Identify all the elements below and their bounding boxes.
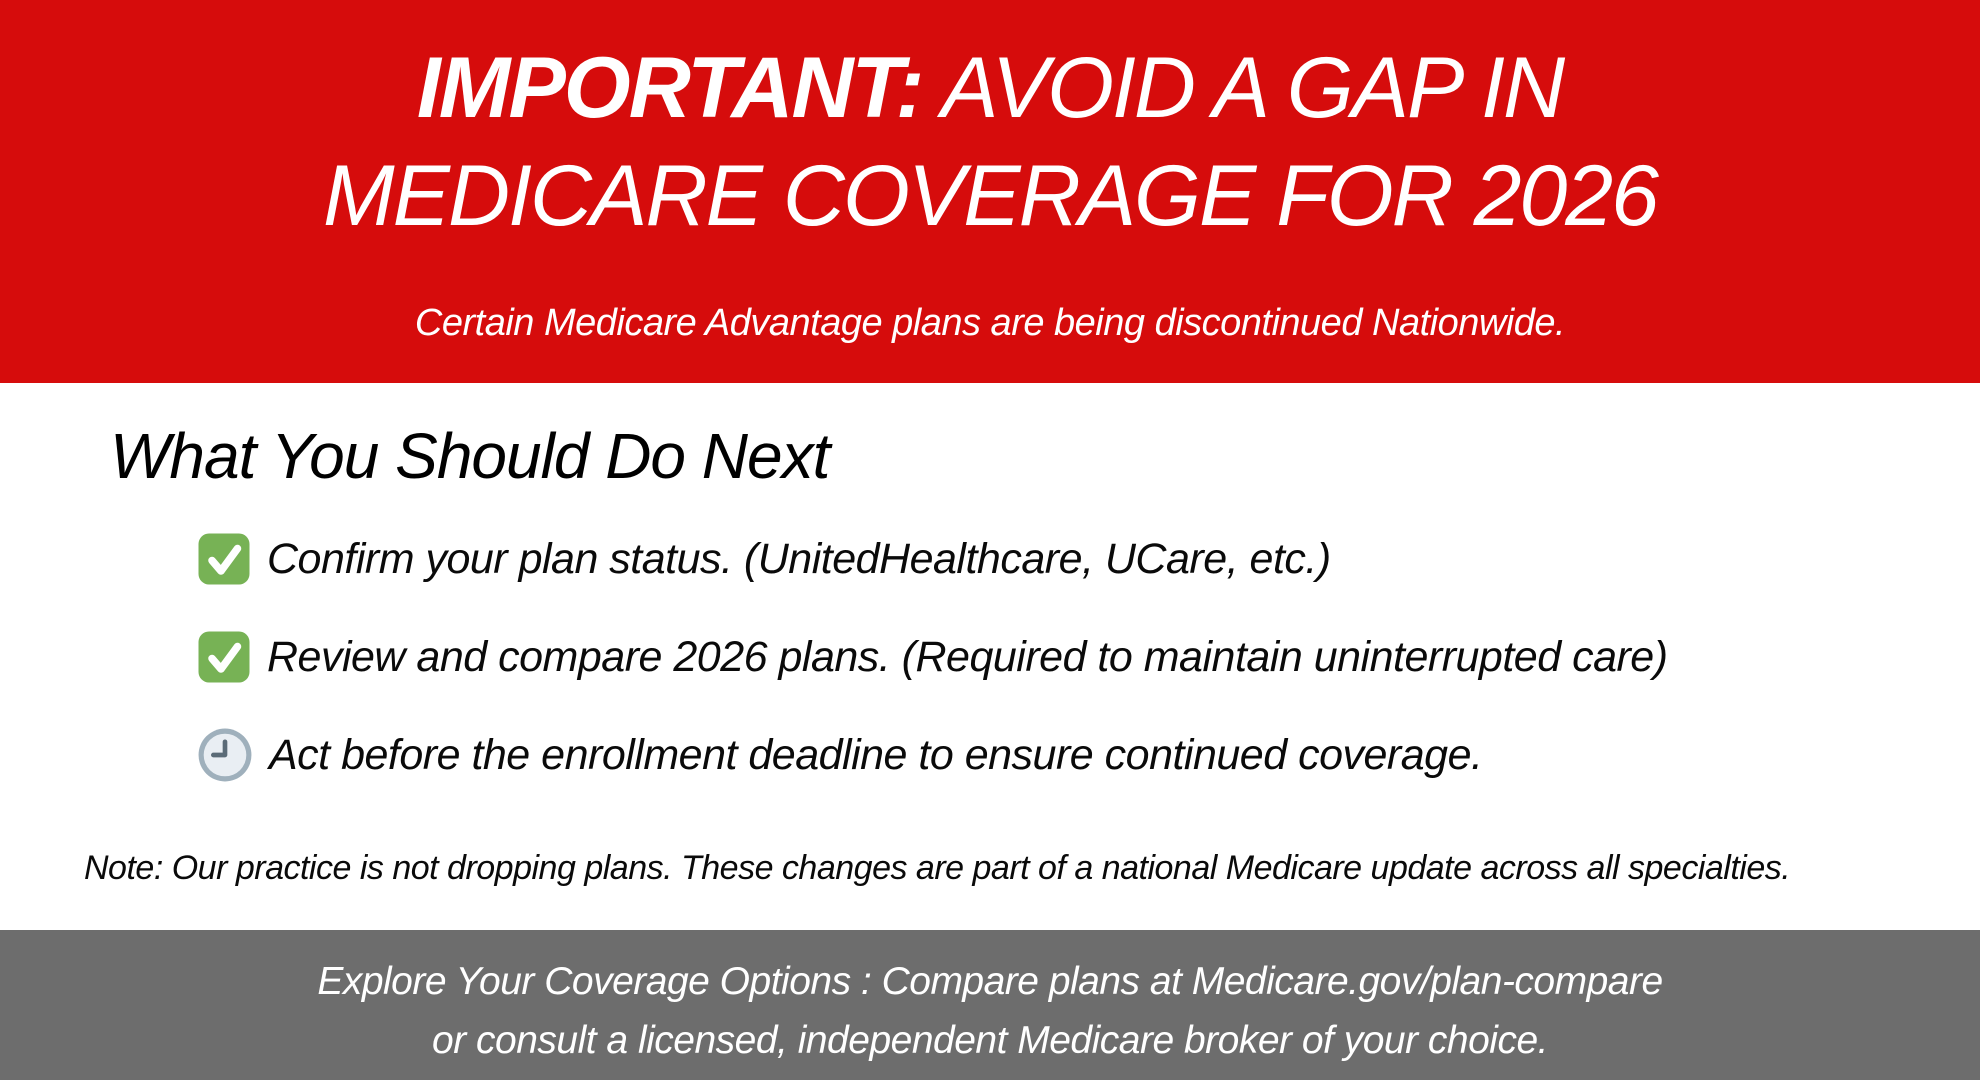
footer-line1: Explore Your Coverage Options : Compare …: [317, 960, 1663, 1003]
footer-line2: or consult a licensed, independent Medic…: [432, 1019, 1549, 1062]
checklist-item: Review and compare 2026 plans. (Required…: [197, 627, 1980, 687]
banner-title-line1-rest: AVOID A GAP IN: [941, 40, 1565, 136]
clock-icon: [197, 727, 253, 783]
checklist-item: Confirm your plan status. (UnitedHealthc…: [197, 529, 1980, 589]
check-icon: [197, 630, 251, 684]
banner-title: IMPORTANT: AVOID A GAP IN MEDICARE COVER…: [0, 34, 1980, 250]
action-section: What You Should Do Next Confirm your pla…: [0, 383, 1980, 930]
checklist-item-text: Review and compare 2026 plans. (Required…: [267, 632, 1668, 681]
alert-banner: IMPORTANT: AVOID A GAP IN MEDICARE COVER…: [0, 0, 1980, 383]
banner-subtitle: Certain Medicare Advantage plans are bei…: [414, 302, 1566, 344]
banner-title-line1: IMPORTANT: AVOID A GAP IN: [0, 34, 1980, 142]
section-heading: What You Should Do Next: [110, 420, 830, 492]
checklist-item-text: Confirm your plan status. (UnitedHealthc…: [267, 534, 1331, 583]
checklist-item: Act before the enrollment deadline to en…: [197, 725, 1980, 785]
practice-note: Note: Our practice is not dropping plans…: [84, 849, 1791, 887]
checklist: Confirm your plan status. (UnitedHealthc…: [197, 529, 1980, 785]
footer-banner: Explore Your Coverage Options : Compare …: [0, 930, 1980, 1080]
banner-title-line2: MEDICARE COVERAGE FOR 2026: [323, 148, 1659, 244]
check-icon: [197, 532, 251, 586]
banner-title-emphasis: IMPORTANT:: [416, 40, 924, 136]
checklist-item-text: Act before the enrollment deadline to en…: [269, 730, 1483, 779]
